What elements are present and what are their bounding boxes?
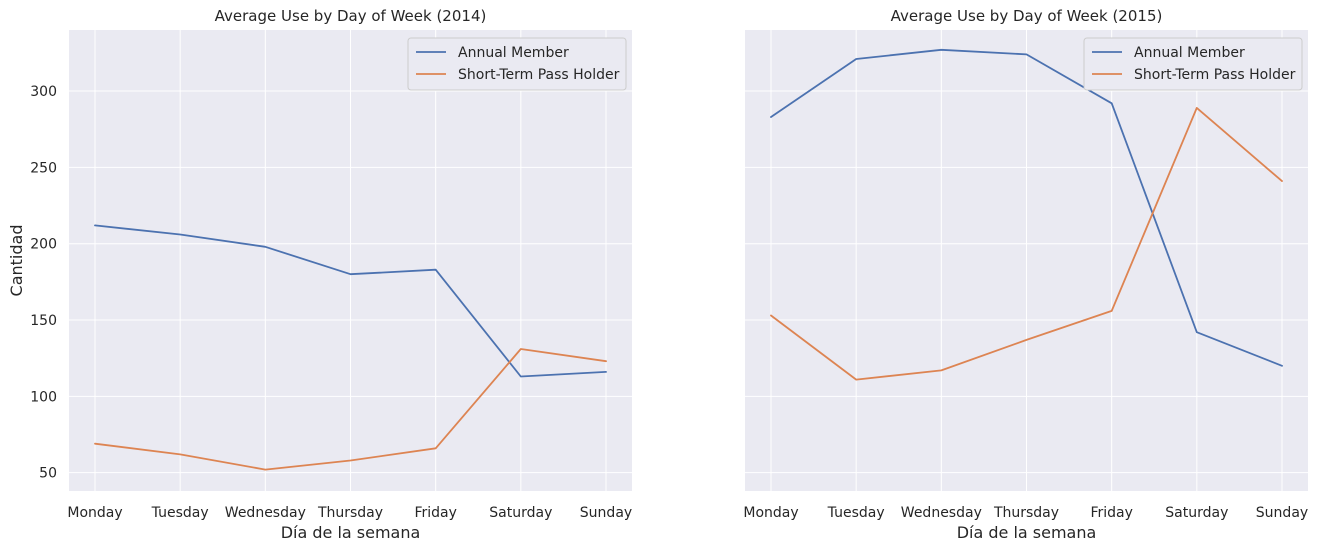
x-tick-label: Sunday (1256, 505, 1308, 521)
chart-panel-1: 50 100 150 200 250 300 Monday Tuesday Wednesday T… (7, 7, 632, 542)
legend: Annual Member Short-Term Pass Holder (407, 37, 627, 91)
x-tick-label: Thursday (993, 505, 1059, 521)
series-line-annual-member (94, 224, 607, 378)
series-line-annual-member (770, 48, 1283, 367)
x-tick-label: Tuesday (827, 505, 885, 521)
x-tick-label: Wednesday (225, 505, 306, 521)
legend-label: Short-Term Pass Holder (458, 67, 620, 83)
legend-label: Annual Member (1134, 45, 1245, 61)
x-tick-label: Friday (1090, 505, 1132, 521)
legend-box (1083, 37, 1303, 91)
x-tick-label: Friday (414, 505, 456, 521)
x-tick-label: Sunday (580, 505, 632, 521)
y-tick-label: 150 (30, 313, 57, 329)
chart-title: Average Use by Day of Week (2015) (891, 7, 1163, 25)
series-line-short-term-pass-holder (770, 107, 1283, 381)
chart-title: Average Use by Day of Week (2014) (215, 7, 487, 25)
legend-label: Annual Member (458, 45, 569, 61)
legend-box (407, 37, 627, 91)
legend-label: Short-Term Pass Holder (1134, 67, 1296, 83)
x-tick-label: Monday (743, 505, 798, 521)
series-line-short-term-pass-holder (94, 348, 607, 471)
y-tick-label: 50 (39, 466, 57, 482)
y-tick-label: 100 (30, 389, 57, 405)
x-tick-label: Thursday (317, 505, 383, 521)
y-axis-label: Cantidad (7, 225, 26, 297)
x-axis-label: Día de la semana (957, 523, 1097, 542)
y-tick-label: 250 (30, 160, 57, 176)
x-tick-label: Wednesday (901, 505, 982, 521)
y-tick-label: 200 (30, 237, 57, 253)
y-tick-label: 300 (30, 84, 57, 100)
x-tick-label: Tuesday (151, 505, 209, 521)
chart-panel-2: Monday Tuesday Wednesday Thursday Friday Satu… (743, 7, 1308, 542)
legend: Annual Member Short-Term Pass Holder (1083, 37, 1303, 91)
x-tick-label: Saturday (1165, 505, 1228, 521)
x-axis-label: Día de la semana (281, 523, 421, 542)
x-tick-label: Monday (67, 505, 122, 521)
x-tick-label: Saturday (489, 505, 552, 521)
